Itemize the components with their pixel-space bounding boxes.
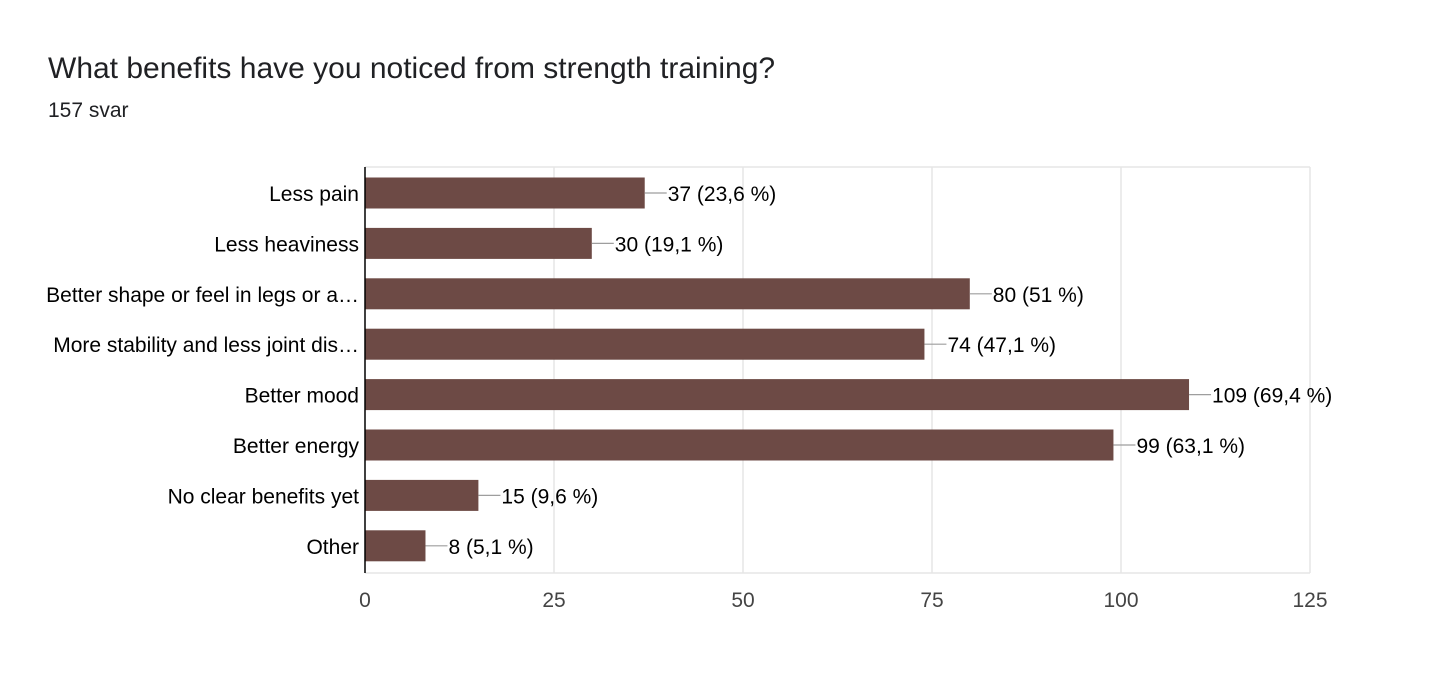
bar — [365, 328, 925, 360]
bar — [365, 227, 592, 259]
data-label: 37 (23,6 %) — [668, 183, 777, 206]
category-label: Better mood — [245, 385, 359, 408]
category-label: Other — [306, 536, 359, 559]
x-tick-label: 25 — [542, 589, 565, 612]
bar — [365, 379, 1190, 411]
bar — [365, 177, 645, 209]
bar — [365, 530, 426, 562]
grid-lines — [365, 166, 1311, 574]
data-label: 15 (9,6 %) — [501, 485, 598, 508]
category-label: Better shape or feel in legs or a… — [46, 284, 359, 307]
category-label: More stability and less joint dis… — [53, 334, 359, 357]
bar — [365, 429, 1114, 461]
chart-title: What benefits have you noticed from stre… — [48, 52, 776, 85]
x-tick-label: 75 — [920, 589, 943, 612]
data-label: 99 (63,1 %) — [1136, 435, 1245, 458]
x-tick-label: 100 — [1103, 589, 1138, 612]
category-label: Less pain — [269, 183, 359, 206]
category-label: Less heaviness — [214, 233, 359, 256]
data-label: 80 (51 %) — [993, 284, 1084, 307]
data-label: 109 (69,4 %) — [1212, 385, 1332, 408]
axes: 0 25 50 75 100 125 — [359, 167, 1328, 612]
category-label: Better energy — [233, 435, 360, 458]
data-label: 8 (5,1 %) — [448, 536, 533, 559]
data-label: 74 (47,1 %) — [947, 334, 1056, 357]
data-label: 30 (19,1 %) — [615, 233, 724, 256]
bars — [365, 177, 1190, 562]
labels: 37 (23,6 %) Less pain 30 (19,1 %) Less heav… — [46, 183, 1332, 559]
x-tick-label: 125 — [1292, 589, 1327, 612]
category-label: No clear benefits yet — [168, 485, 360, 508]
bar — [365, 479, 479, 511]
bar — [365, 278, 970, 310]
response-count: 157 svar — [48, 99, 129, 122]
x-tick-label: 50 — [731, 589, 754, 612]
x-tick-label: 0 — [359, 589, 371, 612]
